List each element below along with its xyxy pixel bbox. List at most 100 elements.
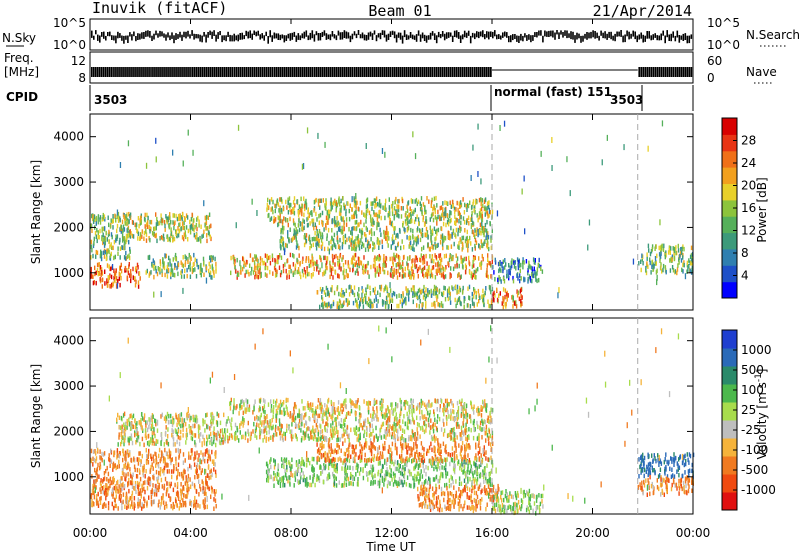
power-echo-cell xyxy=(415,264,418,269)
power-echo-cell xyxy=(271,257,274,262)
power-echo-cell xyxy=(472,199,475,204)
velocity-echo-cell xyxy=(173,466,175,471)
power-echo-cell xyxy=(311,237,313,242)
nave-sample xyxy=(421,67,424,77)
power-echo-cell xyxy=(540,150,542,157)
nave-sample xyxy=(249,67,252,77)
velocity-echo-cell xyxy=(107,501,110,506)
power-echo-cell xyxy=(254,274,256,280)
velocity-echo-cell xyxy=(124,462,127,467)
power-echo-cell xyxy=(651,260,653,265)
power-echo-cell xyxy=(347,201,349,206)
power-echo-cell xyxy=(412,269,414,275)
nave-sample xyxy=(397,67,400,77)
velocity-echo-cell xyxy=(155,441,157,446)
power-echo-cell xyxy=(465,204,467,209)
power-echo-cell xyxy=(379,266,381,272)
power-echo-cell xyxy=(181,269,183,274)
nsky-sample xyxy=(461,34,464,40)
velocity-echo-cell xyxy=(190,415,192,421)
nsky-sample xyxy=(119,33,121,38)
velocity-echo-cell xyxy=(215,442,217,448)
power-echo-cell xyxy=(344,204,346,210)
power-echo-cell xyxy=(170,274,172,280)
nsky-sample xyxy=(439,34,442,39)
nsky-sample xyxy=(622,35,624,43)
nave-sample xyxy=(433,67,436,77)
power-echo-cell xyxy=(646,256,648,261)
nave-sample xyxy=(425,67,428,77)
velocity-echo-cell xyxy=(113,464,115,469)
power-echo-cell xyxy=(312,272,314,277)
power-echo-cell xyxy=(326,256,328,261)
power-echo-cell xyxy=(354,270,357,276)
nsky-sample xyxy=(353,31,356,36)
velocity-echo-cell xyxy=(139,476,142,482)
power-echo-cell xyxy=(444,286,446,291)
power-echo-cell xyxy=(520,276,522,281)
power-echo-cell xyxy=(482,203,484,208)
power-echo-cell xyxy=(349,267,351,273)
power-echo-cell xyxy=(478,229,481,234)
power-echo-cell xyxy=(483,302,485,308)
power-echo-cell xyxy=(472,144,474,151)
power-echo-cell xyxy=(176,233,178,239)
power-echo-cell xyxy=(440,234,442,239)
power-echo-cell xyxy=(182,263,184,269)
nsky-sample xyxy=(528,34,530,40)
velocity-echo-cell xyxy=(146,441,149,446)
nave-sample xyxy=(361,67,364,77)
velocity-echo-cell xyxy=(291,422,293,427)
velocity-echo-cell xyxy=(218,433,221,438)
velocity-echo-cell xyxy=(185,427,188,433)
power-echo-cell xyxy=(339,202,341,207)
power-echo-cell xyxy=(316,267,318,272)
nsky-tick-top: 10^5 xyxy=(53,16,86,30)
velocity-echo-cell xyxy=(188,424,190,429)
power-echo-cell xyxy=(342,263,345,268)
nsky-sample xyxy=(101,32,103,37)
velocity-echo-cell xyxy=(140,494,142,499)
power-echo-cell xyxy=(663,243,665,249)
power-echo-cell xyxy=(536,271,538,276)
power-echo-cell xyxy=(93,219,95,224)
power-echo-cell xyxy=(346,237,348,243)
power-echo-cell xyxy=(416,294,418,300)
power-echo-cell xyxy=(149,219,151,225)
power-echo-cell xyxy=(538,263,540,269)
velocity-echo-cell xyxy=(210,412,212,417)
power-echo-cell xyxy=(440,268,442,273)
velocity-echo-cell xyxy=(176,484,179,490)
velocity-echo-cell xyxy=(100,478,102,483)
power-echo-cell xyxy=(419,289,422,295)
power-echo-cell xyxy=(355,260,358,265)
power-echo-cell xyxy=(135,269,138,274)
power-echo-cell xyxy=(454,209,456,215)
power-echo-cell xyxy=(354,252,357,258)
power-echo-cell xyxy=(107,232,110,238)
nsky-sample xyxy=(516,35,518,42)
velocity-echo-cell xyxy=(186,492,189,497)
velocity-echo-cell xyxy=(194,451,196,456)
velocity-echo-cell xyxy=(120,425,122,431)
power-echo-cell xyxy=(469,235,471,241)
power-echo-cell xyxy=(472,259,474,265)
power-echo-cell xyxy=(380,232,382,237)
power-echo-cell xyxy=(341,244,344,250)
power-echo-cell xyxy=(138,271,141,276)
velocity-echo-cell xyxy=(112,494,114,499)
velocity-echo-cell xyxy=(178,506,180,511)
power-echo-cell xyxy=(502,304,504,310)
nsky-sample xyxy=(357,30,360,35)
velocity-echo-cell xyxy=(160,414,162,419)
power-echo-cell xyxy=(357,239,360,245)
power-echo-cell xyxy=(398,303,400,309)
velocity-echo-cell xyxy=(180,490,182,495)
nsky-sample xyxy=(193,33,195,40)
freq-strip xyxy=(89,51,694,84)
power-echo-cell xyxy=(487,201,489,206)
power-echo-cell xyxy=(475,268,477,273)
power-echo-cell xyxy=(355,302,358,307)
velocity-echo-cell xyxy=(159,505,161,510)
power-echo-cell xyxy=(261,257,263,263)
